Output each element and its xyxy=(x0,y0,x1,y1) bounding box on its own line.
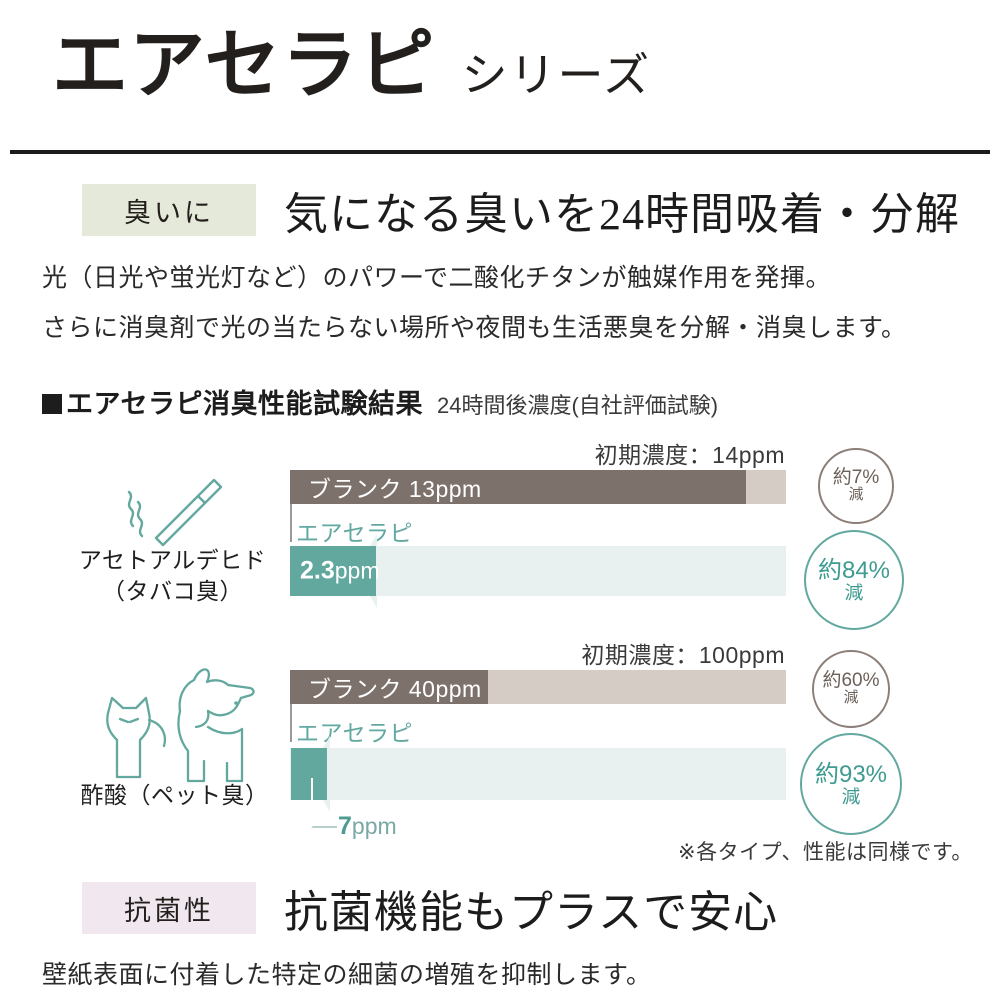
reduction-badge-blank-2: 約60% 減 xyxy=(812,650,890,728)
airtherapy-bar-1: 2.3ppm xyxy=(290,546,380,596)
reduction-badge-airtherapy-2-pct: 約93% xyxy=(814,760,888,788)
antibacterial-badge: 抗菌性 xyxy=(82,882,256,934)
reduction-badge-airtherapy-1: 約84% 減 xyxy=(804,530,904,630)
reduction-badge-airtherapy-1-pct: 約84% xyxy=(817,556,891,584)
reduction-badge-blank-1-suffix: 減 xyxy=(848,487,864,504)
acetic-acid-name: 酢酸（ペット臭） xyxy=(80,782,269,808)
odor-section-title: 気になる臭いを24時間吸着・分解 xyxy=(284,190,960,239)
airtherapy-label-2: エアセラピ xyxy=(296,720,414,746)
airtherapy-track-2 xyxy=(290,748,786,800)
series-label: シリーズ xyxy=(461,49,652,101)
blank-bar-2-label: ブランク 40ppm xyxy=(308,676,482,702)
value-callout-line-2 xyxy=(311,778,337,828)
acetaldehyde-sub: （タバコ臭） xyxy=(102,578,243,605)
reduction-badge-blank-1: 約7% 減 xyxy=(818,448,894,524)
initial-concentration-1: 初期濃度：14ppm xyxy=(594,442,785,468)
chart-section-heading: エアセラピ消臭性能試験結果 24時間後濃度(自社評価試験) xyxy=(42,382,718,421)
reduction-badge-blank-2-pct: 約60% xyxy=(822,670,880,692)
header-divider xyxy=(10,150,990,154)
blank-bar-1-label: ブランク 13ppm xyxy=(308,476,482,502)
blank-bar-1: ブランク 13ppm xyxy=(290,470,746,504)
reduction-badge-airtherapy-2: 約93% 減 xyxy=(800,733,902,835)
reduction-badge-blank-2-suffix: 減 xyxy=(843,690,859,707)
reduction-badge-airtherapy-1-suffix: 減 xyxy=(844,581,864,603)
acetaldehyde-name: アセトアルデヒド xyxy=(78,547,267,573)
antibacterial-section-head: 抗菌性 抗菌機能もプラスで安心 xyxy=(82,876,778,940)
axis-line-1 xyxy=(290,504,292,542)
airtherapy-label-1: エアセラピ xyxy=(296,520,414,546)
blank-bar-2: ブランク 40ppm xyxy=(290,670,488,704)
reduction-badge-airtherapy-2-suffix: 減 xyxy=(841,785,861,807)
initial-concentration-2: 初期濃度：100ppm xyxy=(581,642,785,668)
airtherapy-value-2: 7ppm xyxy=(338,812,397,840)
performance-footnote: ※各タイプ、性能は同様です。 xyxy=(678,841,973,864)
page-title: エアセラピ シリーズ xyxy=(52,28,651,104)
airtherapy-bar-2 xyxy=(291,748,327,800)
cigarette-icon xyxy=(118,468,226,555)
odor-body-line-2: さらに消臭剤で光の当たらない場所や夜間も生活悪臭を分解・消臭します。 xyxy=(42,315,907,342)
cat-dog-icon xyxy=(96,665,266,788)
airtherapy-value-1: 2.3ppm xyxy=(300,556,380,585)
acetaldehyde-caption: アセトアルデヒド （タバコ臭） xyxy=(60,545,285,607)
brand-name: エアセラピ xyxy=(52,23,436,108)
chart-heading-note: 24時間後濃度(自社評価試験) xyxy=(436,393,719,418)
antibacterial-body-line-1: 壁紙表面に付着した特定の細菌の増殖を抑制します。 xyxy=(42,962,652,989)
chart-heading-title: エアセラピ消臭性能試験結果 xyxy=(66,389,423,419)
bullet-square-icon xyxy=(42,394,62,414)
odor-body-line-1: 光（日光や蛍光灯など）のパワーで二酸化チタンが触媒作用を発揮。 xyxy=(42,265,832,292)
axis-line-2 xyxy=(290,704,292,742)
antibacterial-section-title: 抗菌機能もプラスで安心 xyxy=(284,888,779,937)
reduction-badge-blank-1-pct: 約7% xyxy=(832,467,880,489)
odor-section-head: 臭いに 気になる臭いを24時間吸着・分解 xyxy=(82,178,960,242)
odor-badge: 臭いに xyxy=(82,184,256,236)
acetic-acid-caption: 酢酸（ペット臭） xyxy=(62,780,287,811)
